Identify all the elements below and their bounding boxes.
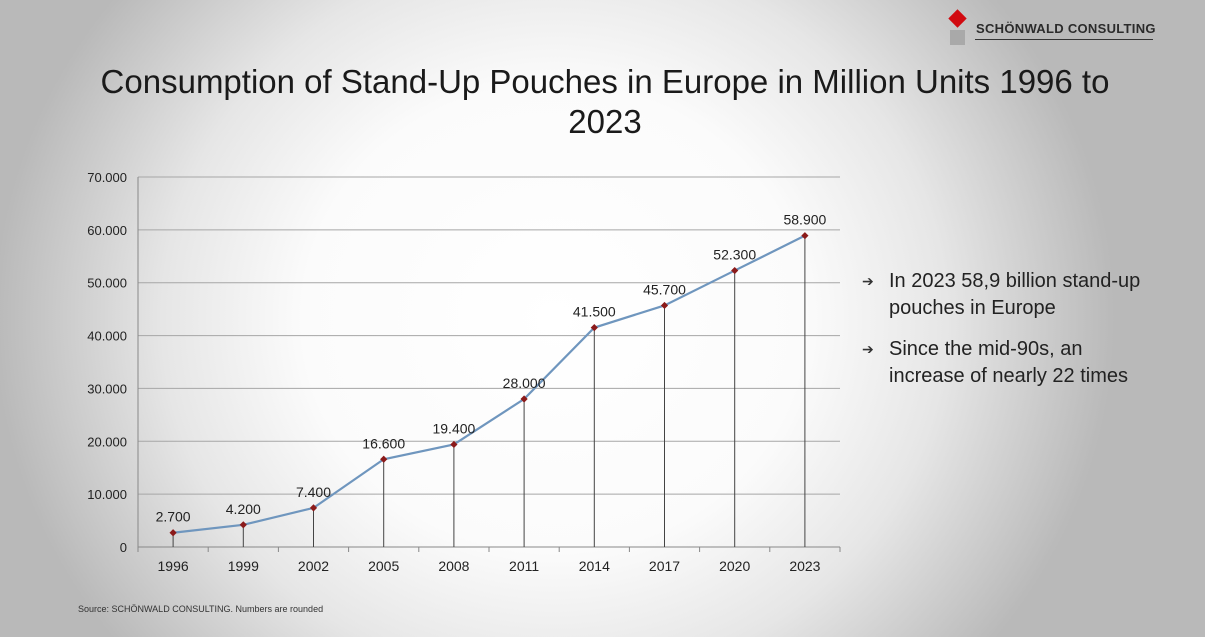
logo-text: SCHÖNWALD CONSULTING	[976, 21, 1156, 36]
data-point	[731, 266, 739, 275]
x-tick-label: 2020	[719, 558, 750, 574]
data-label: 2.700	[156, 509, 191, 525]
x-tick-label: 2017	[649, 558, 680, 574]
data-point	[801, 232, 809, 240]
arrow-icon: ➔	[862, 273, 874, 289]
arrow-icon: ➔	[862, 341, 874, 357]
data-label: 4.200	[226, 501, 261, 517]
data-point	[309, 504, 318, 512]
x-tick-label: 2014	[579, 558, 610, 574]
chart-title: Consumption of Stand-Up Pouches in Europ…	[100, 63, 1110, 140]
data-label: 16.600	[362, 435, 405, 451]
y-tick-label: 20.000	[87, 434, 127, 449]
note-item: ➔ In 2023 58,9 billion stand-up pouches …	[862, 268, 1162, 322]
company-logo: SCHÖNWALD CONSULTING	[948, 9, 1156, 46]
data-point	[169, 529, 177, 537]
logo-grey-square	[950, 30, 965, 45]
data-label: 7.400	[296, 484, 331, 500]
notes-list: ➔ In 2023 58,9 billion stand-up pouches …	[862, 268, 1162, 404]
data-label: 52.300	[713, 247, 756, 263]
data-point	[380, 455, 388, 463]
x-tick-label: 2011	[509, 558, 539, 574]
x-tick-label: 2008	[438, 558, 469, 574]
note-text: In 2023 58,9 billion stand-up pouches in…	[889, 270, 1141, 319]
data-label: 58.900	[783, 212, 826, 228]
y-tick-label: 60.000	[87, 223, 127, 238]
y-tick-label: 30.000	[87, 381, 127, 396]
source-note: Source: SCHÖNWALD CONSULTING. Numbers ar…	[78, 604, 324, 614]
logo-underline	[975, 39, 1153, 40]
x-tick-label: 2002	[298, 558, 329, 574]
x-tick-label: 1999	[228, 558, 259, 574]
data-point	[239, 521, 247, 529]
y-tick-label: 70.000	[87, 170, 127, 185]
y-tick-label: 40.000	[87, 329, 127, 344]
y-tick-label: 0	[120, 540, 127, 555]
y-tick-label: 50.000	[87, 276, 127, 291]
series-line	[172, 234, 806, 534]
data-point	[450, 440, 458, 449]
y-tick-label: 10.000	[87, 487, 127, 502]
data-label: 41.500	[573, 304, 616, 320]
data-point	[590, 324, 598, 332]
data-label: 45.700	[643, 281, 686, 297]
data-point	[520, 395, 528, 403]
data-point	[660, 301, 669, 310]
note-text: Since the mid-90s, an increase of nearly…	[889, 338, 1129, 387]
x-tick-label: 1996	[158, 558, 189, 574]
data-label: 28.000	[503, 375, 546, 391]
x-tick-label: 2005	[368, 558, 399, 574]
note-item: ➔ Since the mid-90s, an increase of near…	[862, 336, 1162, 390]
data-label: 19.400	[432, 420, 475, 436]
x-tick-label: 2023	[789, 558, 820, 574]
